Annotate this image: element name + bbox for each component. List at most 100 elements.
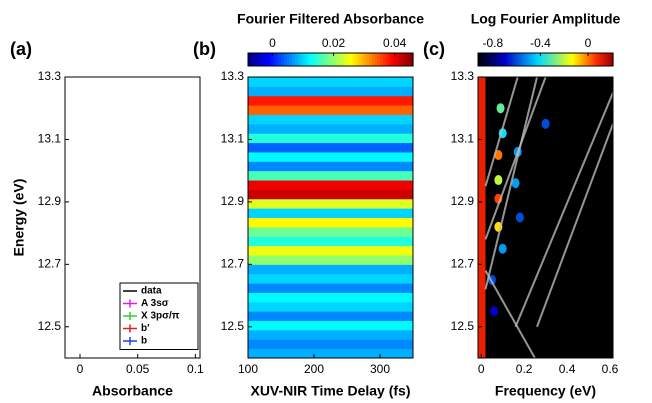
plot-frame <box>64 76 201 359</box>
colorbar-cell <box>478 53 481 66</box>
colorbar-cell <box>604 53 607 66</box>
colorbar-cell <box>554 53 558 66</box>
colorbar-cell <box>592 53 596 66</box>
dc-band <box>478 77 486 358</box>
y-tick-label: 12.9 <box>38 194 62 208</box>
y-tick-label: 13.1 <box>221 132 245 146</box>
colorbar-cell <box>294 53 299 66</box>
colorbar-cell <box>374 53 378 66</box>
heat-band <box>248 226 413 237</box>
panel-label: (b) <box>193 39 216 59</box>
spot <box>541 118 550 129</box>
colorbar-cell <box>583 53 587 66</box>
colorbar-cell <box>487 53 490 66</box>
spot <box>490 306 499 317</box>
colorbar-cell <box>404 53 409 66</box>
guide-line <box>484 270 536 358</box>
y-tick-label: 12.9 <box>451 194 475 208</box>
colorbar-cell <box>330 53 334 66</box>
colorbar-cell <box>502 53 506 66</box>
colorbar-cell <box>347 53 351 66</box>
y-tick-label: 12.9 <box>221 194 245 208</box>
guide-line <box>484 77 547 240</box>
colorbar-cell <box>308 53 312 66</box>
colorbar-tick-label: 0 <box>585 36 592 50</box>
y-tick-label: 12.7 <box>221 257 245 271</box>
heat-band <box>248 113 413 125</box>
colorbar-cell <box>311 53 315 66</box>
colorbar-cell <box>297 53 301 66</box>
colorbar-cell <box>256 53 260 66</box>
colorbar-cell <box>267 53 271 66</box>
colorbar-cell <box>322 53 326 66</box>
y-tick-label: 12.5 <box>451 319 475 333</box>
x-tick-label: 0.4 <box>559 362 576 376</box>
y-tick-label: 12.5 <box>221 319 245 333</box>
colorbar-cell <box>514 53 517 66</box>
colorbar-cell <box>550 53 553 66</box>
y-tick-label: 13.3 <box>38 69 62 83</box>
colorbar-cell <box>272 53 277 66</box>
colorbar-cell <box>385 53 389 66</box>
colorbar-cell <box>352 53 356 66</box>
x-tick-label: 300 <box>370 362 390 376</box>
colorbar-cell <box>541 53 544 66</box>
heat-band <box>248 291 413 303</box>
colorbar-cell <box>547 53 551 66</box>
heat-band <box>248 273 413 284</box>
heat-band <box>248 77 413 87</box>
colorbar-cell <box>520 53 524 66</box>
heat-band <box>248 348 413 358</box>
colorbar-cell <box>349 53 354 66</box>
y-tick-label: 13.3 <box>221 69 245 83</box>
colorbar-cell <box>577 53 580 66</box>
colorbar-tick-label: -0.4 <box>530 36 551 50</box>
colorbar-cell <box>371 53 376 66</box>
heat-band <box>248 198 413 209</box>
colorbar-cell <box>407 53 411 66</box>
spot <box>511 178 520 189</box>
colorbar-cell <box>283 53 288 66</box>
y-tick-label: 13.1 <box>451 132 475 146</box>
x-tick-label: 100 <box>238 362 258 376</box>
heat-band <box>248 245 413 256</box>
colorbar-cell <box>355 53 359 66</box>
x-axis-label: Frequency (eV) <box>495 383 596 399</box>
legend-label: A 3sσ <box>141 298 169 309</box>
colorbar-cell <box>264 53 268 66</box>
colorbar-cell <box>597 53 601 66</box>
colorbar-cell <box>568 53 571 66</box>
colorbar-cell <box>278 53 282 66</box>
colorbar-cell <box>410 53 414 66</box>
colorbar-frame <box>247 52 414 67</box>
heat-band <box>248 282 413 293</box>
colorbar-cell <box>344 53 348 66</box>
colorbar-cell <box>338 53 343 66</box>
colorbar-cell <box>286 53 290 66</box>
colorbar-cell <box>579 53 583 66</box>
heat-band <box>248 179 413 190</box>
colorbar-cell <box>250 53 255 66</box>
colorbar-cell <box>505 53 508 66</box>
colorbar-cell <box>333 53 337 66</box>
x-tick-label: 0 <box>77 362 84 376</box>
colorbar-cell <box>380 53 384 66</box>
colorbar-cell <box>543 53 547 66</box>
colorbar-title: Log Fourier Amplitude <box>471 11 621 27</box>
colorbar-cell <box>259 53 263 66</box>
heat-band <box>248 217 413 228</box>
colorbar-cell <box>360 53 365 66</box>
colorbar-cell <box>500 53 504 66</box>
colorbar-cell <box>388 53 392 66</box>
colorbar-cell <box>507 53 511 66</box>
colorbar-cell <box>601 53 605 66</box>
colorbar-cell <box>581 53 585 66</box>
y-tick-label: 12.7 <box>38 257 62 271</box>
colorbar-cell <box>391 53 395 66</box>
plot-area <box>478 77 613 358</box>
colorbar-cell <box>527 53 531 66</box>
colorbar-cell <box>572 53 576 66</box>
heat-band <box>248 95 413 106</box>
x-tick-label: 0.05 <box>126 362 150 376</box>
